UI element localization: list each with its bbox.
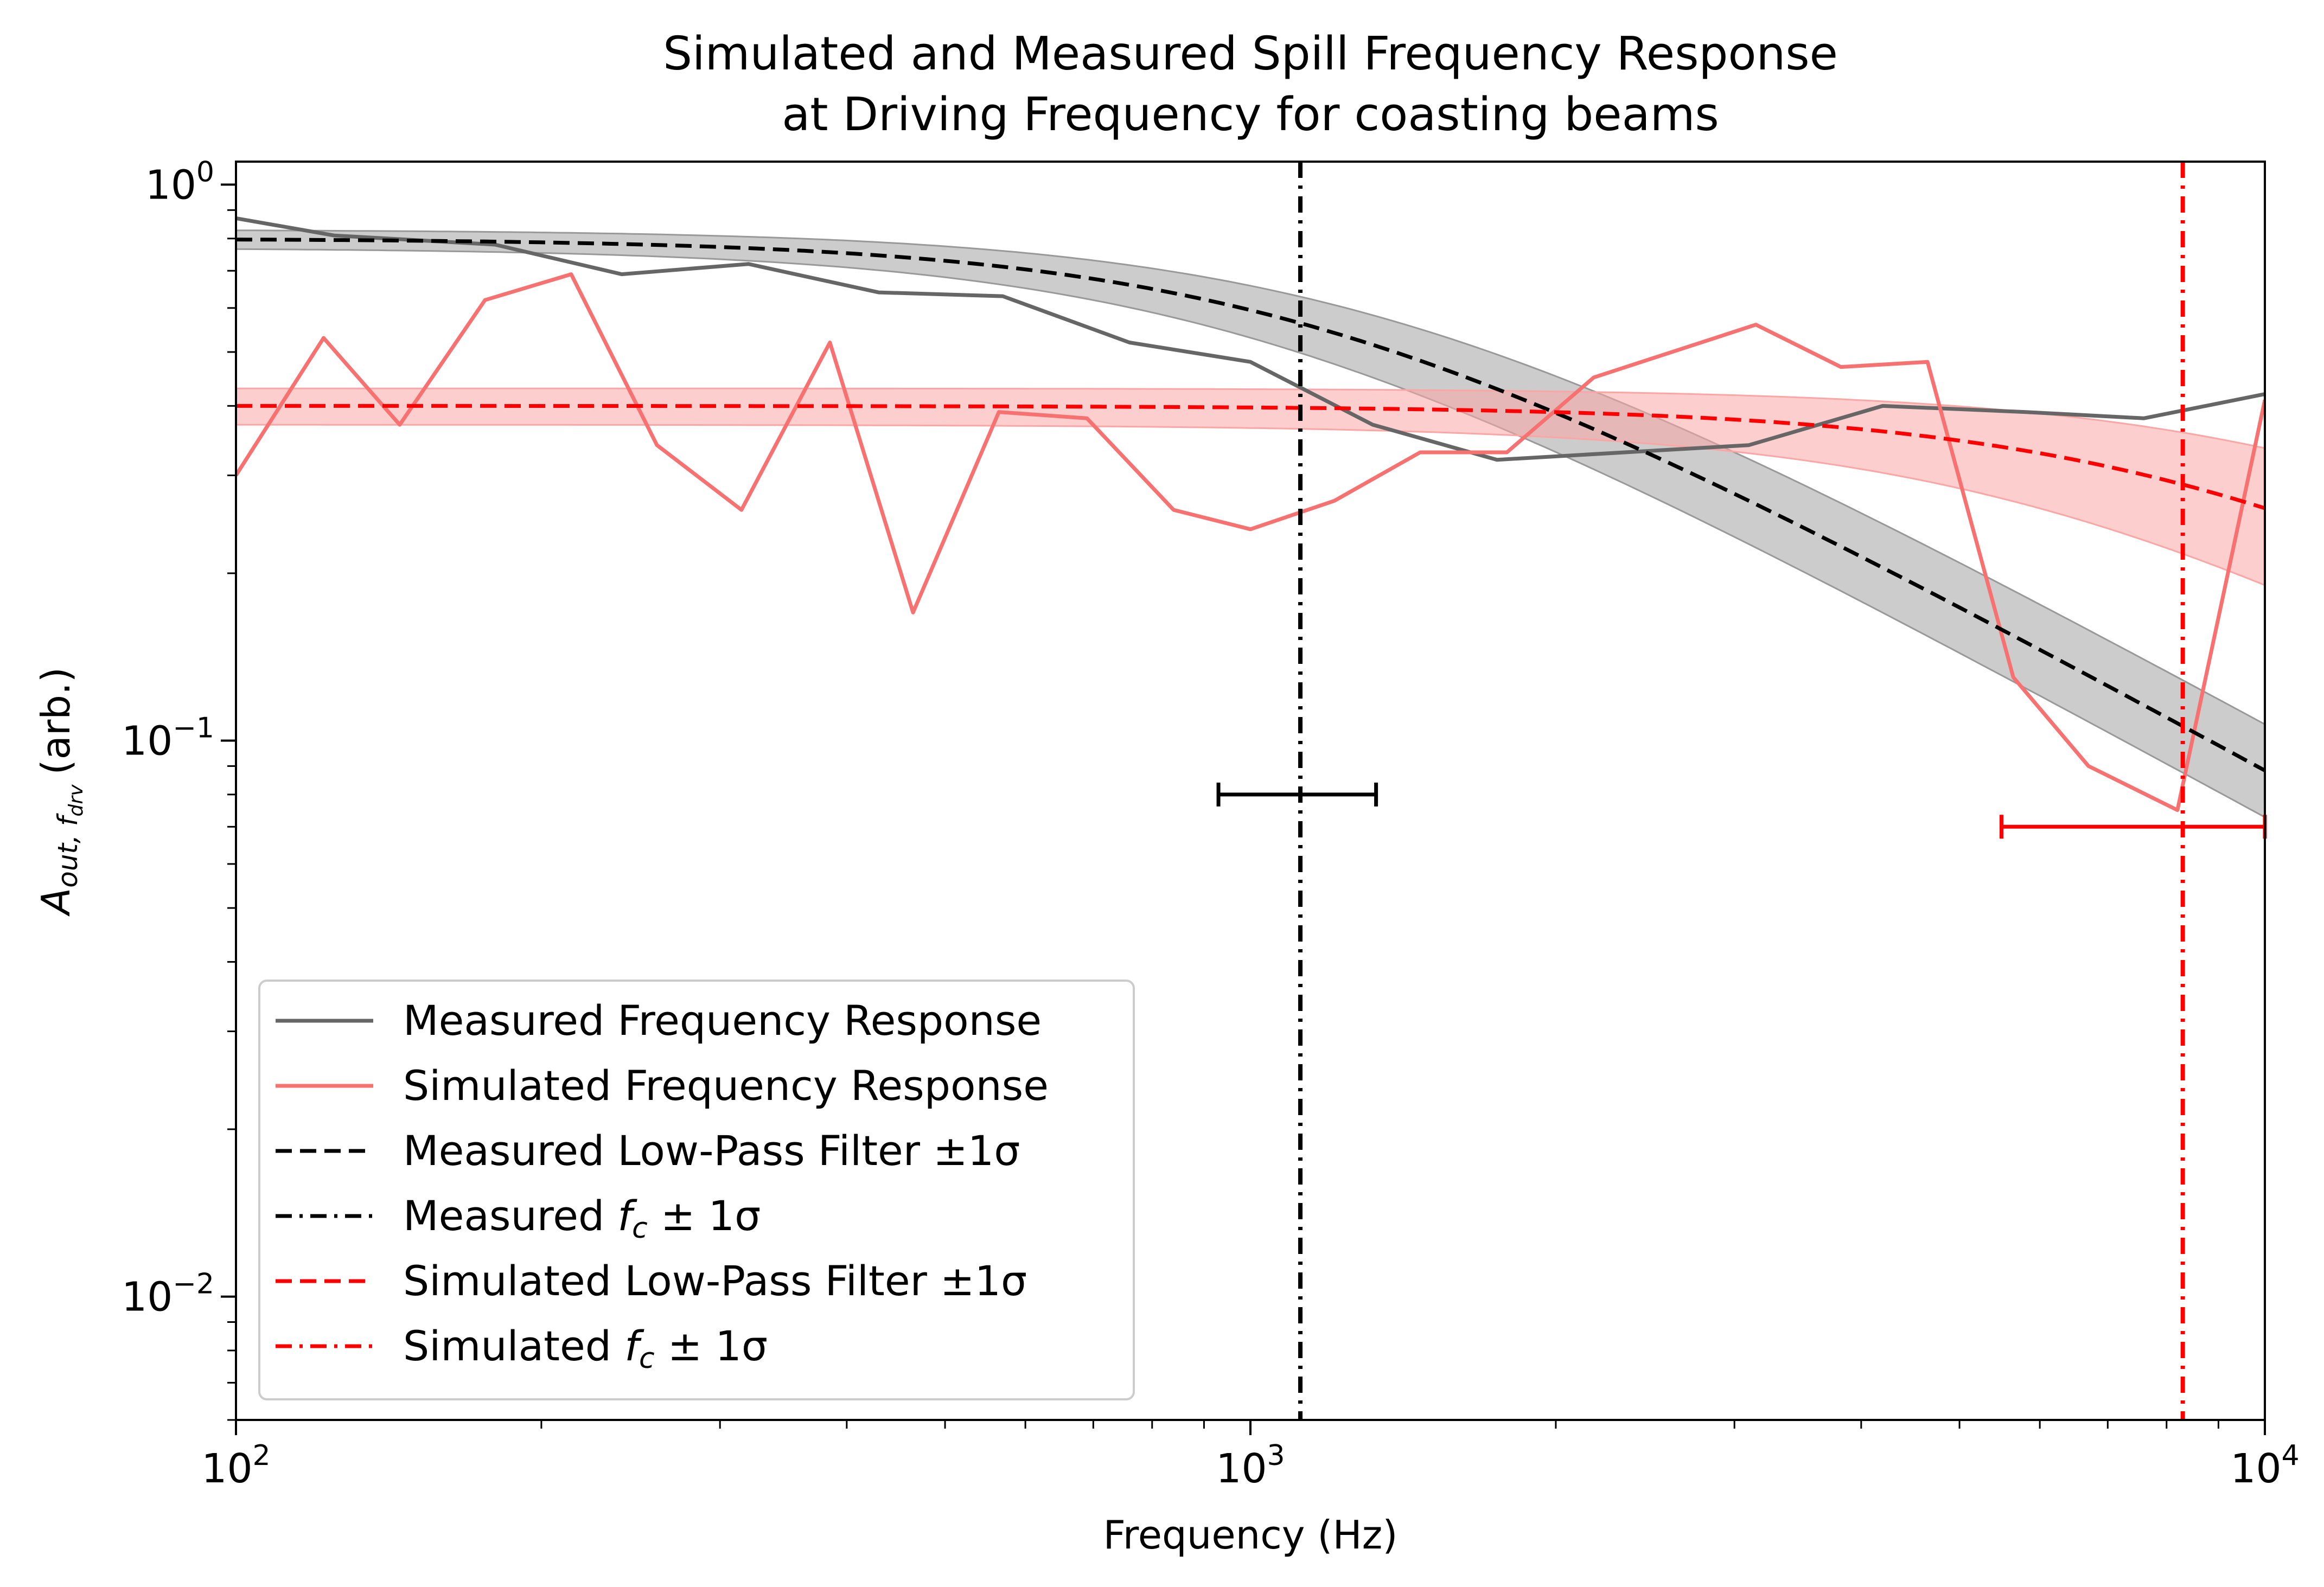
legend-item: Measured fc ± 1σ [276, 1192, 761, 1245]
legend-label: Measured fc ± 1σ [403, 1192, 761, 1245]
y-axis-label: Aout, fdrv(arb.) [33, 667, 87, 917]
legend-label: Simulated fc ± 1σ [403, 1322, 768, 1375]
x-tick-label: 103 [1216, 1439, 1285, 1492]
chart-title-line-1: Simulated and Measured Spill Frequency R… [663, 27, 1838, 81]
confidence-bands [236, 229, 2265, 818]
series-line-4 [236, 404, 2265, 510]
x-axis-ticks: 102 103 104 [201, 1420, 2300, 1492]
chart-title: Simulated and Measured Spill Frequency R… [663, 27, 1838, 142]
legend-label: Measured Low-Pass Filter ±1σ [403, 1127, 1020, 1175]
legend-label: Simulated Low-Pass Filter ±1σ [403, 1257, 1027, 1305]
legend-item: Simulated Low-Pass Filter ±1σ [276, 1257, 1027, 1305]
fc-errorbar-3 [1216, 782, 1378, 807]
legend-item: Measured Frequency Response [276, 996, 1042, 1045]
y-tick-label: 100 [145, 156, 214, 208]
legend-label: Simulated Frequency Response [403, 1061, 1049, 1110]
legend-item: Simulated fc ± 1σ [276, 1322, 768, 1375]
y-tick-label: 10−1 [122, 712, 214, 765]
legend-label: Measured Frequency Response [403, 996, 1042, 1045]
x-tick-label: 104 [2230, 1439, 2299, 1492]
legend-box [258, 980, 1135, 1400]
fc-markers [1216, 162, 2267, 1420]
svg-text:Aout, fdrv(arb.): Aout, fdrv(arb.) [33, 667, 87, 917]
series-lines [236, 216, 2265, 812]
series-line-0 [236, 216, 2265, 462]
legend-item: Measured Low-Pass Filter ±1σ [276, 1127, 1020, 1175]
chart-title-line-2: at Driving Frequency for coasting beams [782, 88, 1719, 142]
legend-item: Simulated Frequency Response [276, 1061, 1049, 1110]
series-line-1 [236, 272, 2265, 812]
x-axis-label: Frequency (Hz) [1103, 1512, 1398, 1558]
y-tick-label: 10−2 [122, 1268, 214, 1321]
y-axis-ticks: 100 10−1 10−2 [122, 156, 236, 1421]
band-4 [236, 387, 2265, 586]
legend: Measured Frequency Response Simulated Fre… [258, 980, 1135, 1400]
x-tick-label: 102 [201, 1439, 270, 1492]
y-axis-unit: (arb.) [33, 667, 79, 775]
band-2 [236, 229, 2265, 818]
